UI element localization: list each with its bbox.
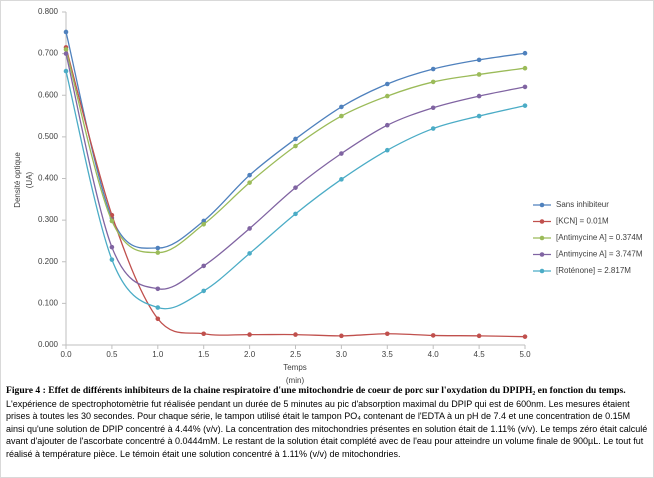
data-point: [247, 226, 252, 231]
legend-label: [Roténone] = 2.817M: [556, 266, 631, 275]
x-tick-label: 4.0: [428, 350, 440, 359]
data-point: [476, 57, 482, 63]
data-point: [430, 105, 436, 111]
legend-label: [Antimycine A] = 3.747M: [556, 250, 643, 259]
x-tick-label: 3.0: [336, 350, 348, 359]
x-tick-label: 3.5: [382, 350, 394, 359]
y-tick-label: 0.800: [38, 7, 59, 16]
data-point: [201, 263, 206, 269]
data-point: [522, 103, 528, 108]
data-point: [201, 331, 206, 337]
data-point: [201, 288, 206, 294]
data-point: [476, 72, 482, 77]
data-point: [201, 218, 206, 224]
legend-label: [Antimycine A] = 0.374M: [556, 233, 643, 242]
series-line: [65, 49, 526, 254]
data-point: [63, 68, 69, 74]
y-axis-label: Densité optique: [13, 152, 22, 208]
x-tick-label: 4.5: [474, 350, 486, 359]
data-point: [385, 147, 390, 153]
y-tick-label: 0.700: [38, 49, 59, 58]
x-axis-label: (min): [286, 376, 305, 385]
data-point: [293, 211, 298, 217]
y-axis-label: (UA): [25, 171, 34, 188]
legend-label: Sans inhibiteur: [556, 200, 609, 209]
data-point: [109, 212, 115, 218]
data-point: [430, 333, 436, 338]
data-point: [385, 122, 390, 128]
data-point: [155, 250, 161, 255]
data-point: [155, 316, 161, 322]
x-tick-label: 1.0: [152, 350, 164, 359]
y-tick-label: 0.100: [38, 298, 59, 307]
data-point: [63, 51, 69, 56]
x-axis-label: Temps: [283, 363, 307, 372]
data-point: [201, 221, 206, 227]
x-tick-label: 0.0: [60, 350, 72, 359]
data-point: [247, 251, 252, 256]
data-point: [522, 50, 528, 56]
legend-marker: [539, 252, 545, 257]
data-point: [385, 81, 390, 87]
data-point: [339, 104, 344, 110]
caption-title: Figure 4 : Effet de différents inhibiteu…: [6, 385, 626, 396]
data-point: [385, 331, 390, 337]
data-point: [109, 218, 115, 224]
legend-marker: [539, 219, 545, 224]
caption-body: L'expérience de spectrophotomètrie fut r…: [6, 398, 648, 459]
series-line: [65, 53, 526, 290]
x-tick-label: 2.5: [290, 350, 302, 359]
data-point: [293, 185, 298, 190]
data-point: [476, 93, 482, 99]
data-point: [293, 136, 298, 142]
x-tick-label: 0.5: [106, 350, 118, 359]
data-point: [155, 245, 161, 251]
y-tick-label: 0.300: [38, 215, 59, 224]
data-point: [339, 177, 344, 182]
legend-marker: [539, 202, 545, 208]
data-point: [476, 113, 482, 119]
data-point: [430, 66, 436, 72]
data-point: [476, 333, 482, 339]
data-point: [522, 334, 528, 339]
x-tick-label: 2.0: [244, 350, 256, 359]
legend-marker: [539, 235, 545, 241]
series-line: [65, 70, 526, 310]
y-tick-label: 0.500: [38, 132, 59, 141]
data-point: [247, 172, 252, 178]
x-tick-label: 1.5: [198, 350, 210, 359]
data-point: [522, 84, 528, 90]
series-line: [65, 47, 526, 338]
legend-label: [KCN] = 0.01M: [556, 217, 609, 226]
data-point: [247, 332, 252, 337]
data-point: [155, 305, 161, 310]
data-point: [339, 151, 344, 156]
y-tick-label: 0.400: [38, 174, 59, 183]
y-tick-label: 0.600: [38, 90, 59, 99]
y-tick-label: 0.000: [38, 340, 59, 349]
data-point: [430, 79, 436, 85]
legend-marker: [539, 268, 545, 274]
data-point: [155, 286, 161, 292]
data-point: [109, 257, 115, 262]
data-point: [522, 65, 528, 71]
data-point: [293, 332, 298, 337]
y-tick-label: 0.200: [38, 257, 59, 266]
data-point: [247, 180, 252, 185]
data-point: [293, 143, 298, 149]
x-tick-label: 5.0: [519, 350, 531, 359]
data-point: [339, 113, 344, 119]
data-point: [430, 126, 436, 131]
data-point: [63, 47, 69, 52]
data-point: [385, 93, 390, 99]
data-point: [109, 244, 115, 250]
caption: Figure 4 : Effet de différents inhibiteu…: [6, 384, 648, 461]
data-point: [63, 29, 69, 35]
data-point: [339, 333, 344, 339]
